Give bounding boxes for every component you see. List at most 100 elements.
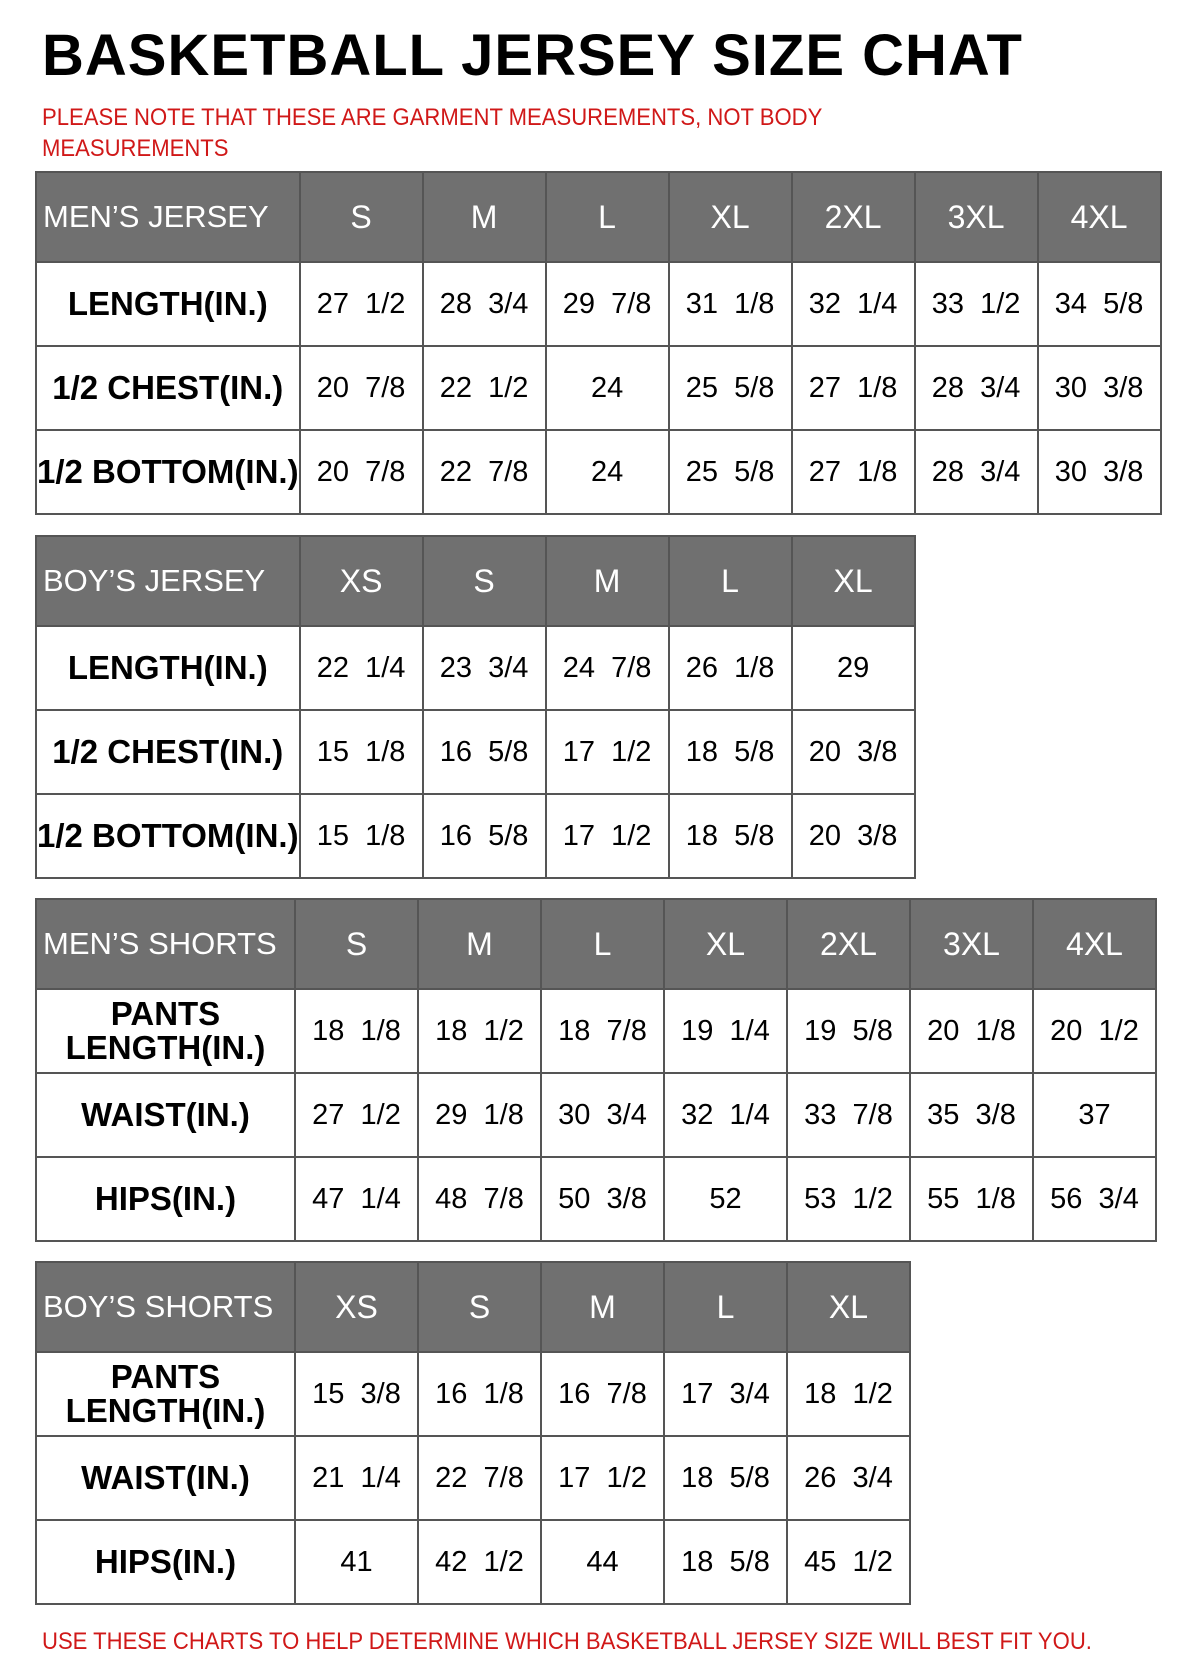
- measurement-cell: 18 5/8: [667, 793, 793, 879]
- measurement-cell: 56 3/4: [1032, 1156, 1157, 1242]
- measurement-cell: 45 1/2: [786, 1519, 911, 1605]
- measurement-cell: 42 1/2: [417, 1519, 542, 1605]
- table-heading: BOY’S JERSEY: [35, 535, 301, 627]
- garment-note: PLEASE NOTE THAT THESE ARE GARMENT MEASU…: [42, 104, 822, 162]
- measurement-cell: 18 5/8: [667, 709, 793, 795]
- mens-jersey-table: MEN’S JERSEY S M L XL 2XL 3XL 4XL LENGTH(IN.) 27 …: [35, 171, 1162, 515]
- table-row: 1/2 BOTTOM(IN.) 20 7/8 22 7/8 24 25 5/8 27 1/…: [35, 429, 1162, 515]
- row-label: 1/2 CHEST(IN.): [35, 345, 301, 431]
- size-header: M: [544, 535, 670, 627]
- size-header: XL: [786, 1261, 911, 1353]
- size-header: M: [421, 171, 547, 263]
- measurement-cell: 18 1/2: [417, 988, 542, 1074]
- measurement-cell: 18 1/8: [294, 988, 419, 1074]
- size-header: S: [417, 1261, 542, 1353]
- measurement-cell: 32 1/4: [790, 261, 916, 347]
- measurement-cell: 17 1/2: [544, 709, 670, 795]
- measurement-cell: 47 1/4: [294, 1156, 419, 1242]
- measurement-cell: 50 3/8: [540, 1156, 665, 1242]
- measurement-cell: 16 7/8: [540, 1351, 665, 1437]
- row-label: 1/2 BOTTOM(IN.): [35, 429, 301, 515]
- measurement-cell: 37: [1032, 1072, 1157, 1158]
- measurement-cell: 17 3/4: [663, 1351, 788, 1437]
- measurement-cell: 22 7/8: [421, 429, 547, 515]
- size-header: 2XL: [790, 171, 916, 263]
- measurement-cell: 20 3/8: [790, 793, 916, 879]
- boys-jersey-table: BOY’S JERSEY XS S M L XL LENGTH(IN.) 22 1/4 23 3…: [35, 535, 916, 879]
- row-label: WAIST(IN.): [35, 1072, 296, 1158]
- measurement-cell: 19 5/8: [786, 988, 911, 1074]
- measurement-cell: 48 7/8: [417, 1156, 542, 1242]
- measurement-cell: 29 7/8: [544, 261, 670, 347]
- measurement-cell: 15 1/8: [298, 709, 424, 795]
- measurement-cell: 19 1/4: [663, 988, 788, 1074]
- footer-note: USE THESE CHARTS TO HELP DETERMINE WHICH…: [42, 1628, 1092, 1655]
- measurement-cell: 16 5/8: [421, 793, 547, 879]
- size-header: S: [421, 535, 547, 627]
- measurement-cell: 20 1/8: [909, 988, 1034, 1074]
- table-heading: BOY’S SHORTS: [35, 1261, 296, 1353]
- measurement-cell: 18 5/8: [663, 1435, 788, 1521]
- measurement-cell: 32 1/4: [663, 1072, 788, 1158]
- size-header: XL: [790, 535, 916, 627]
- size-header: L: [540, 898, 665, 990]
- table-row: WAIST(IN.) 27 1/2 29 1/8 30 3/4 32 1/4 33 7/8…: [35, 1072, 1157, 1158]
- measurement-cell: 25 5/8: [667, 345, 793, 431]
- measurement-cell: 30 3/8: [1036, 345, 1162, 431]
- measurement-cell: 15 1/8: [298, 793, 424, 879]
- header-row: MEN’S SHORTS S M L XL 2XL 3XL 4XL: [35, 898, 1157, 990]
- size-header: S: [298, 171, 424, 263]
- size-header: L: [667, 535, 793, 627]
- size-header: M: [540, 1261, 665, 1353]
- measurement-cell: 30 3/4: [540, 1072, 665, 1158]
- table-heading: MEN’S JERSEY: [35, 171, 301, 263]
- table-row: PANTS LENGTH(IN.) 15 3/8 16 1/8 16 7/8 17 3/…: [35, 1351, 911, 1437]
- measurement-cell: 24 7/8: [544, 625, 670, 711]
- table-row: 1/2 BOTTOM(IN.) 15 1/8 16 5/8 17 1/2 18 5/8 2…: [35, 793, 916, 879]
- size-header: S: [294, 898, 419, 990]
- table-heading: MEN’S SHORTS: [35, 898, 296, 990]
- measurement-cell: 52: [663, 1156, 788, 1242]
- size-header: XS: [294, 1261, 419, 1353]
- measurement-cell: 28 3/4: [913, 429, 1039, 515]
- row-label: PANTS LENGTH(IN.): [35, 988, 296, 1074]
- measurement-cell: 22 1/2: [421, 345, 547, 431]
- header-row: MEN’S JERSEY S M L XL 2XL 3XL 4XL: [35, 171, 1162, 263]
- row-label: HIPS(IN.): [35, 1156, 296, 1242]
- measurement-cell: 20 3/8: [790, 709, 916, 795]
- measurement-cell: 29 1/8: [417, 1072, 542, 1158]
- size-header: 3XL: [913, 171, 1039, 263]
- measurement-cell: 16 1/8: [417, 1351, 542, 1437]
- measurement-cell: 30 3/8: [1036, 429, 1162, 515]
- measurement-cell: 28 3/4: [421, 261, 547, 347]
- table-row: PANTS LENGTH(IN.) 18 1/8 18 1/2 18 7/8 19 1/…: [35, 988, 1157, 1074]
- size-header: M: [417, 898, 542, 990]
- measurement-cell: 44: [540, 1519, 665, 1605]
- measurement-cell: 35 3/8: [909, 1072, 1034, 1158]
- measurement-cell: 33 1/2: [913, 261, 1039, 347]
- table-row: WAIST(IN.) 21 1/4 22 7/8 17 1/2 18 5/8 26 3/4: [35, 1435, 911, 1521]
- measurement-cell: 28 3/4: [913, 345, 1039, 431]
- header-row: BOY’S JERSEY XS S M L XL: [35, 535, 916, 627]
- measurement-cell: 31 1/8: [667, 261, 793, 347]
- measurement-cell: 18 7/8: [540, 988, 665, 1074]
- size-header: 4XL: [1036, 171, 1162, 263]
- measurement-cell: 26 1/8: [667, 625, 793, 711]
- measurement-cell: 27 1/8: [790, 345, 916, 431]
- size-header: L: [544, 171, 670, 263]
- measurement-cell: 17 1/2: [544, 793, 670, 879]
- measurement-cell: 27 1/2: [294, 1072, 419, 1158]
- measurement-cell: 20 7/8: [298, 345, 424, 431]
- table-row: HIPS(IN.) 41 42 1/2 44 18 5/8 45 1/2: [35, 1519, 911, 1605]
- table-row: LENGTH(IN.) 27 1/2 28 3/4 29 7/8 31 1/8 32 1/…: [35, 261, 1162, 347]
- measurement-cell: 27 1/2: [298, 261, 424, 347]
- row-label: 1/2 CHEST(IN.): [35, 709, 301, 795]
- measurement-cell: 24: [544, 345, 670, 431]
- table-row: 1/2 CHEST(IN.) 15 1/8 16 5/8 17 1/2 18 5/8 20…: [35, 709, 916, 795]
- measurement-cell: 55 1/8: [909, 1156, 1034, 1242]
- measurement-cell: 17 1/2: [540, 1435, 665, 1521]
- header-row: BOY’S SHORTS XS S M L XL: [35, 1261, 911, 1353]
- mens-shorts-table: MEN’S SHORTS S M L XL 2XL 3XL 4XL PANTS LENGTH(I…: [35, 898, 1157, 1242]
- row-label: PANTS LENGTH(IN.): [35, 1351, 296, 1437]
- measurement-cell: 29: [790, 625, 916, 711]
